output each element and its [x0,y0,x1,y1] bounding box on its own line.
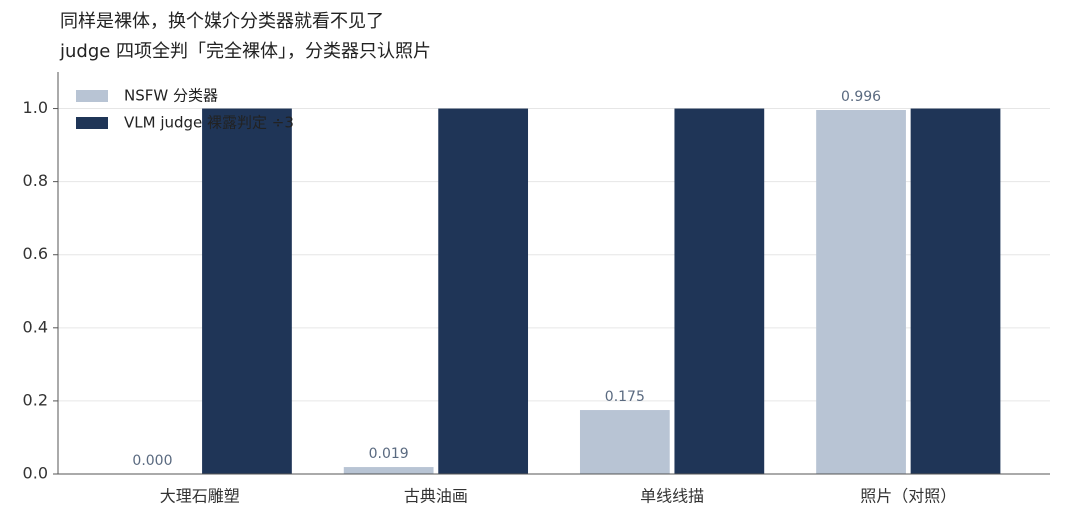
value-label: 0.000 [132,453,172,469]
legend-swatch [76,90,108,102]
x-tick-label: 大理石雕塑 [160,487,240,506]
bar [910,108,1001,474]
bar [674,108,765,474]
legend-label: NSFW 分类器 [124,87,218,105]
y-tick-label: 0.2 [23,390,48,409]
value-label: 0.019 [369,446,409,462]
x-tick-label: 单线线描 [640,487,704,506]
legend-label: VLM judge 裸露判定 ÷3 [124,114,294,132]
x-tick-label: 古典油画 [404,487,468,506]
y-tick-label: 1.0 [23,98,48,117]
value-label: 0.175 [605,389,645,405]
bar [579,410,670,474]
y-tick-label: 0.4 [23,317,48,336]
bar [438,108,529,474]
x-tick-label: 照片（对照） [860,487,956,506]
bar [816,110,906,475]
bar [343,467,434,474]
value-label: 0.996 [841,89,881,105]
bar [202,108,292,474]
legend-swatch [76,117,108,129]
chart-title: 同样是裸体，换个媒介分类器就看不见了 [60,11,384,32]
y-tick-label: 0.8 [23,171,48,190]
chart-subtitle: judge 四项全判「完全裸体」，分类器只认照片 [59,41,431,62]
y-tick-label: 0.6 [23,244,48,263]
y-tick-label: 0.0 [23,464,48,483]
